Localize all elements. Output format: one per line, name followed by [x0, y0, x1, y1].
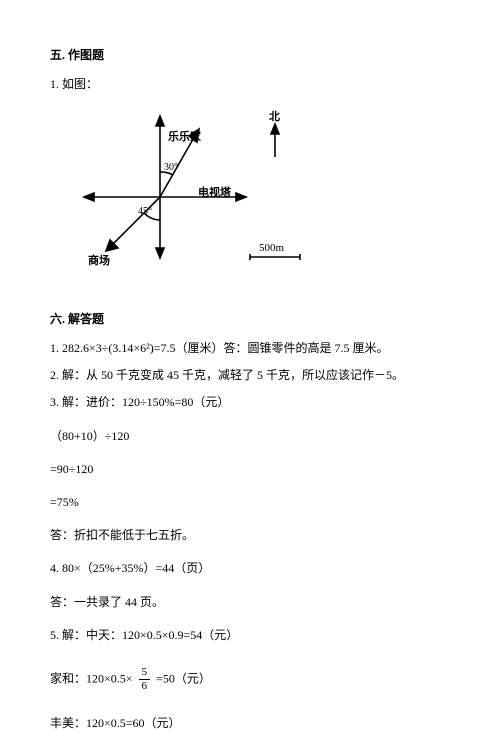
- label-angle45: 45°: [138, 206, 152, 217]
- section5-heading: 五. 作图题: [50, 46, 450, 63]
- section6-heading: 六. 解答题: [50, 310, 450, 327]
- frac-num: 5: [139, 667, 151, 680]
- ans-3: 3. 解：进价：120÷150%=80（元）: [50, 393, 450, 412]
- ans-2: 2. 解：从 50 千克变成 45 千克，减轻了 5 千克，所以应该记作－5。: [50, 366, 450, 385]
- diagram-container: 北 乐乐家 30° 电视塔 45° 商场 500m: [70, 102, 330, 292]
- ans-10: 5. 解：中天：120×0.5×0.9=54（元）: [50, 626, 450, 645]
- ans-4: （80+10）÷120: [50, 427, 450, 446]
- ans-6: =75%: [50, 493, 450, 512]
- ans-12: 丰美：120×0.5=60（元）: [50, 714, 450, 733]
- ans-9: 答：一共录了 44 页。: [50, 593, 450, 612]
- label-scale: 500m: [259, 242, 284, 254]
- ans-5: =90÷120: [50, 460, 450, 479]
- ans-8: 4. 80×（25%+35%）=44（页）: [50, 559, 450, 578]
- ans-7: 答：折扣不能低于七五折。: [50, 526, 450, 545]
- ans-11a: 家和：120×0.5×: [50, 671, 136, 685]
- frac-den: 6: [139, 680, 151, 692]
- label-shop: 商场: [88, 252, 110, 268]
- ans-1: 1. 282.6×3÷(3.14×6²)=7.5（厘米）答：圆锥零件的高是 7.…: [50, 339, 450, 358]
- label-angle30: 30°: [164, 162, 178, 173]
- ans-11b: =50（元）: [156, 671, 211, 685]
- label-tower: 电视塔: [198, 184, 231, 200]
- label-lelejia: 乐乐家: [168, 128, 201, 144]
- section5-item1: 1. 如图：: [50, 75, 450, 92]
- label-north: 北: [269, 108, 280, 124]
- ans-11: 家和：120×0.5× 5 6 =50（元）: [50, 667, 450, 692]
- fraction: 5 6: [139, 667, 151, 692]
